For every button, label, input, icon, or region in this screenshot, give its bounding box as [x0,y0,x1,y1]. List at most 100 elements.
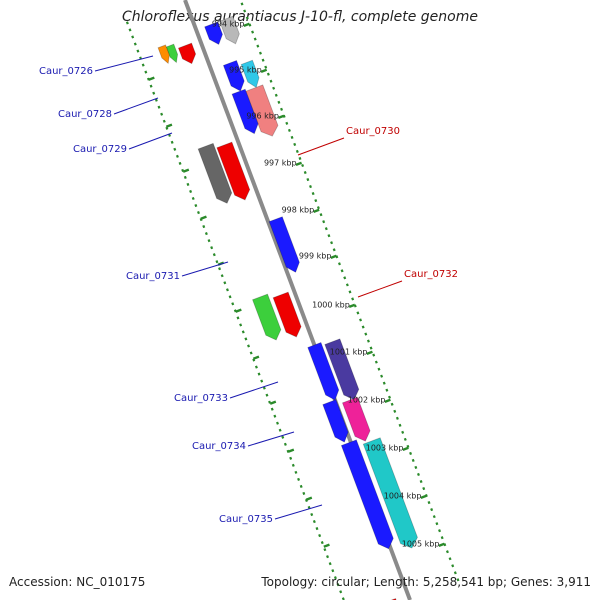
feature-group [157,15,418,600]
gene-arrow-blue [268,216,300,273]
track-dot [302,491,306,496]
track-dot [419,479,423,484]
track-dot [268,400,272,404]
gene-label[interactable]: Caur_0732 [404,269,458,280]
track-dot [343,276,347,280]
track-dot [299,484,303,488]
track-dot [253,37,257,41]
track-dot [316,206,320,210]
major-tick [366,350,373,355]
track-dot [283,442,287,446]
track-dot [225,288,229,292]
major-tick [182,168,190,173]
tick-label: 1003 kbp [366,444,404,453]
track-dot [401,430,405,434]
major-tick [420,494,427,499]
gene-leader-line [181,261,229,277]
track-dot [175,154,179,158]
gene-leader-line [113,97,159,115]
tick-label: 995 kbp [229,66,262,75]
track-dot [243,9,247,13]
major-tick [235,308,242,313]
track-dot [256,44,260,48]
track-dot [312,519,316,524]
track-dot [314,199,318,203]
track-dot [430,508,434,512]
track-dot [282,114,286,118]
track-dot [220,274,224,278]
accession-text: Accession: NC_010175 [9,575,146,589]
track-dot [181,168,185,172]
track-dot [348,290,352,294]
major-tick [295,161,302,166]
track-dot [261,58,265,62]
track-dot [366,339,370,343]
track-dot [295,149,299,154]
gene-label[interactable]: Caur_0731 [126,271,180,282]
track-dot [269,79,273,83]
tick-label: 1000 kbp [312,301,350,310]
track-dot [215,260,219,264]
track-dot [239,323,243,327]
track-dot [318,534,322,538]
gene-label[interactable]: Caur_0726 [39,66,93,77]
gene-label[interactable]: Caur_0730 [346,126,400,137]
gene-leader-line [247,431,295,447]
major-tick [313,208,320,213]
track-dot [254,365,258,369]
track-dot [330,241,334,245]
track-dot [251,30,255,34]
gene-label[interactable]: Caur_0729 [73,144,127,155]
gene-arrow-cyan [240,59,260,88]
major-tick [148,76,155,81]
genome-title: Chloroflexus aurantiacus J-10-fl, comple… [122,9,478,25]
track-dot [191,196,195,201]
major-tick [287,448,295,453]
gene-label[interactable]: Caur_0733 [174,393,228,404]
track-dot [301,163,305,168]
gene-arrow-blue [204,21,223,45]
track-dot [393,409,397,413]
track-dot [125,21,129,25]
track-dot [361,325,365,329]
track-dot [157,105,161,109]
track-dot [262,386,266,390]
gene-arrow-orange [157,44,170,65]
track-dot [448,557,452,561]
major-tick [330,254,337,259]
major-tick [269,400,277,405]
track-dot [356,311,360,315]
track-dot [240,2,244,6]
track-dot [403,437,407,441]
track-dot [435,522,439,526]
track-dot [154,98,158,102]
track-dot [276,421,279,425]
track-dot [210,246,214,250]
gene-leader-line [229,381,279,399]
track-dot [390,402,394,406]
track-dot [323,548,327,552]
track-dot [385,388,389,392]
track-dot [277,100,281,104]
track-dot [320,541,324,545]
gene-leader-line [274,504,323,520]
tick-label: 994 kbp [212,20,245,29]
track-dot [380,374,384,378]
gene-leader-line [94,55,154,72]
gene-label[interactable]: Caur_0734 [192,441,246,452]
major-tick [384,398,391,403]
track-dot [319,213,323,217]
track-dot [364,332,368,336]
gene-arrow-blue [307,342,340,401]
track-dot [204,232,208,236]
track-dot [189,189,193,194]
track-group [125,0,460,600]
gene-label[interactable]: Caur_0735 [219,514,273,525]
track-dot [331,569,335,573]
track-dot [337,262,341,266]
gene-label[interactable]: Caur_0728 [58,109,112,120]
track-dot [333,576,337,580]
track-dot [427,501,431,505]
track-dot [257,372,261,376]
